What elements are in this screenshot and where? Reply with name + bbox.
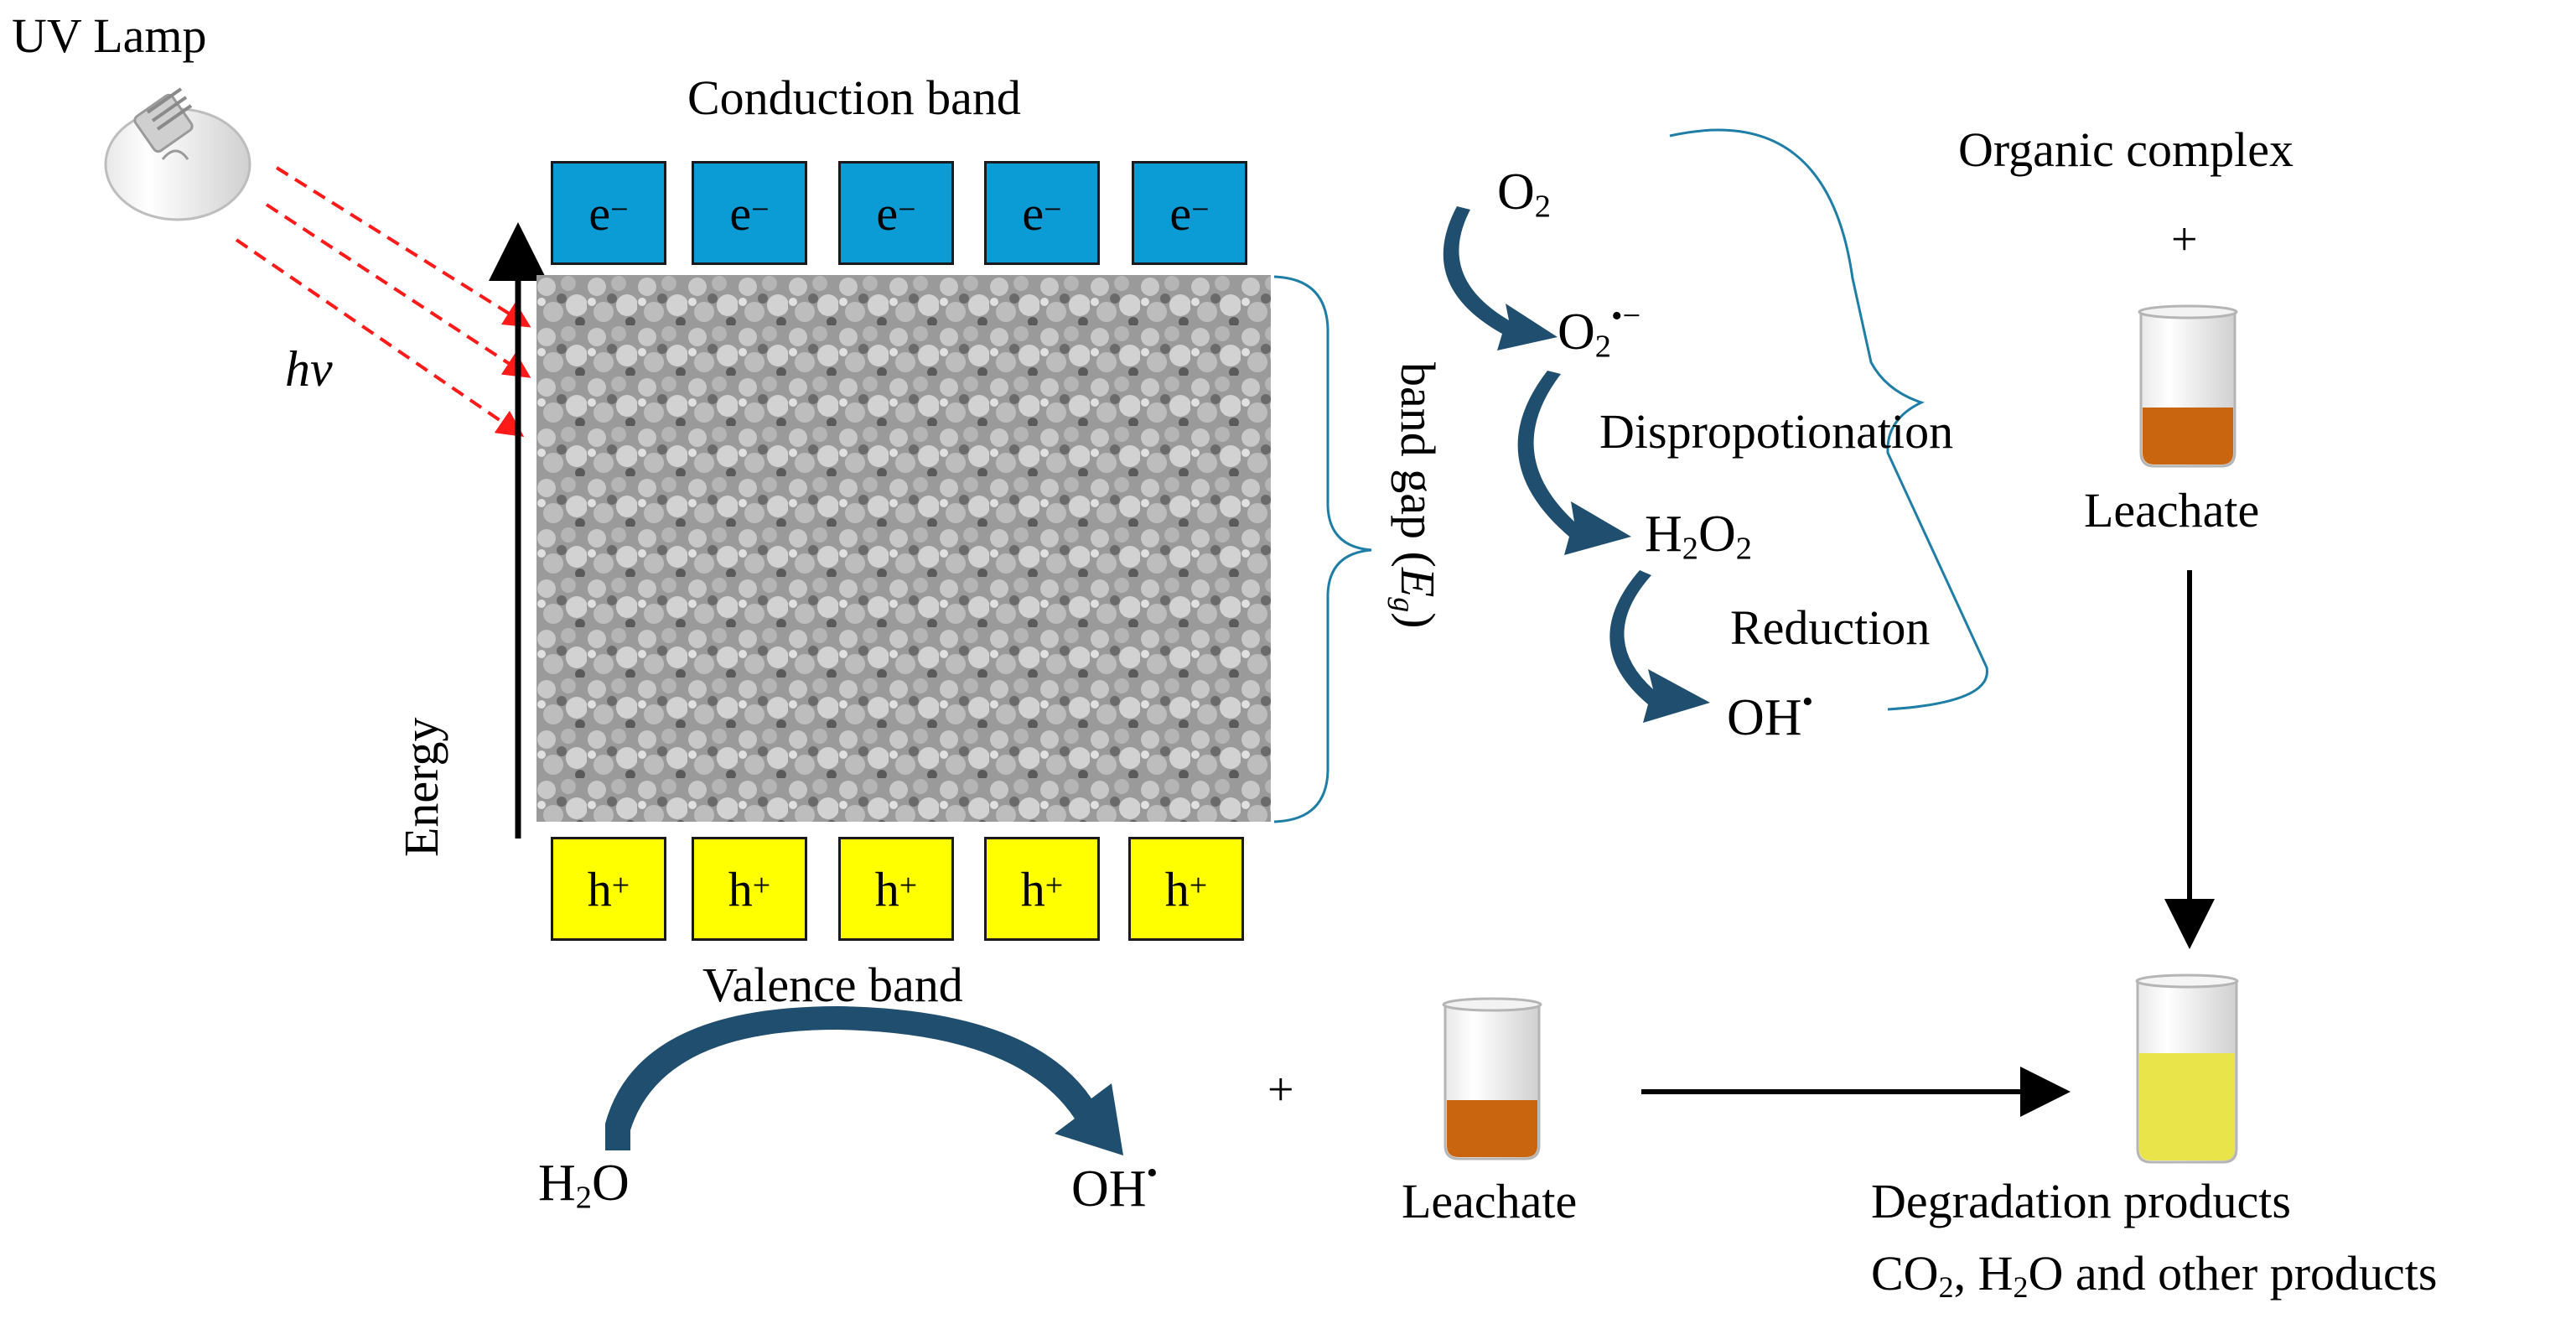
leachate-top-label: Leachate: [2084, 483, 2260, 537]
arrow-h2o-to-oh: [605, 1006, 1123, 1155]
conduction-band-label: Conduction band: [687, 70, 1021, 125]
energy-label: Energy: [394, 717, 448, 857]
hole-symbol: h: [587, 861, 612, 916]
hole-box: h +: [838, 837, 954, 941]
oh-bottom-symbol: OH: [1071, 1160, 1147, 1218]
leachate-bottom-label: Leachate: [1402, 1174, 1578, 1228]
plus-bottom-label: +: [1267, 1064, 1294, 1116]
superoxide-symbol: O: [1558, 303, 1595, 361]
electron-symbol: e: [876, 185, 899, 241]
hole-box: h +: [551, 837, 666, 941]
sem-micrograph: [536, 275, 1271, 822]
co2-subscript: 2: [1938, 1269, 1954, 1304]
h2o2-o-subscript: 2: [1735, 531, 1752, 567]
o2-label: O2: [1497, 166, 1551, 223]
arrow-o2-to-superoxide: [1443, 206, 1558, 350]
oh-radical-top-label: OH•: [1727, 686, 1813, 744]
leachate-beaker-bottom-icon: [1442, 997, 1542, 1160]
band-gap-label: band gap (Eg): [1387, 362, 1445, 629]
uv-lamp-label: UV Lamp: [12, 8, 207, 63]
h2o2-label: H2O2: [1645, 508, 1752, 565]
electron-box: e −: [838, 161, 954, 265]
arrow-h2o2-to-oh: [1609, 570, 1710, 723]
plus-top-label: +: [2171, 214, 2198, 266]
band-gap-subscript: g: [1387, 597, 1422, 613]
reaction-bracket: [1669, 128, 1988, 711]
hole-box: h +: [692, 837, 807, 941]
oh-top-dot: •: [1801, 684, 1814, 719]
hole-symbol: h: [728, 861, 753, 916]
electron-charge: −: [751, 192, 770, 227]
h2o2-h-subscript: 2: [1682, 531, 1698, 567]
o2-subscript: 2: [1534, 189, 1551, 225]
band-gap-text: band gap (: [1391, 362, 1445, 568]
o2-symbol: O: [1497, 164, 1535, 221]
hole-charge: +: [611, 868, 630, 903]
arrow-superoxide-to-h2o2: [1517, 371, 1631, 555]
h2o-h: H: [538, 1155, 576, 1212]
electron-symbol: e: [1022, 185, 1044, 241]
electron-charge: −: [1191, 192, 1210, 227]
uv-rays: [235, 166, 531, 438]
electron-symbol: e: [588, 185, 611, 241]
oh-radical-bottom-label: OH•: [1071, 1157, 1158, 1215]
disproportionation-label: Dispropotionation: [1599, 404, 1954, 459]
h2o-o: O: [592, 1155, 630, 1212]
h2o-subscript: 2: [575, 1180, 592, 1216]
uv-bulb-icon: [104, 87, 251, 221]
hole-symbol: h: [1164, 861, 1190, 916]
oh-top-symbol: OH: [1727, 688, 1802, 746]
electron-box: e −: [984, 161, 1100, 265]
hole-box: h +: [1128, 837, 1244, 941]
electron-charge: −: [898, 192, 916, 227]
hole-charge: +: [752, 868, 771, 903]
hole-charge: +: [1044, 868, 1064, 903]
superoxide-subscript: 2: [1594, 329, 1611, 365]
hole-box: h +: [984, 837, 1100, 941]
products-formula-label: CO2, H2O and other products: [1871, 1249, 2437, 1303]
electron-box: e −: [1132, 161, 1247, 265]
products-beaker-icon: [2135, 974, 2239, 1164]
electron-symbol: e: [1169, 185, 1192, 241]
electron-charge: −: [1044, 192, 1062, 227]
hv-label: hv: [285, 341, 333, 397]
h2o2-o: O: [1698, 506, 1736, 563]
leachate-beaker-top-icon: [2138, 304, 2238, 468]
organic-complex-label: Organic complex: [1958, 122, 2294, 177]
oh-bottom-dot: •: [1146, 1155, 1158, 1191]
superoxide-label: O2•−: [1558, 300, 1640, 363]
band-gap-symbol: E: [1391, 567, 1445, 598]
hole-symbol: h: [1020, 861, 1045, 916]
products-h-subscript: 2: [2013, 1269, 2029, 1304]
electron-box: e −: [551, 161, 666, 265]
products-rest: O and other products: [2028, 1246, 2438, 1301]
valence-band-label: Valence band: [702, 958, 963, 1012]
degradation-products-label: Degradation products: [1871, 1174, 2291, 1228]
hole-charge: +: [899, 868, 918, 903]
band-gap-close: ): [1391, 612, 1445, 629]
electron-box: e −: [692, 161, 807, 265]
band-gap-bracket: [1273, 275, 1372, 823]
reaction-arrows: [605, 206, 1710, 1155]
h2o2-h: H: [1645, 506, 1682, 563]
hole-symbol: h: [874, 861, 899, 916]
electron-charge: −: [610, 192, 629, 227]
h2o-label: H2O: [538, 1157, 630, 1214]
hole-charge: +: [1189, 868, 1208, 903]
reduction-label: Reduction: [1730, 600, 1931, 655]
products-h: , H: [1953, 1246, 2014, 1301]
superoxide-charge: •−: [1611, 299, 1641, 334]
electron-symbol: e: [729, 185, 752, 241]
co2-symbol: CO: [1871, 1246, 1939, 1301]
